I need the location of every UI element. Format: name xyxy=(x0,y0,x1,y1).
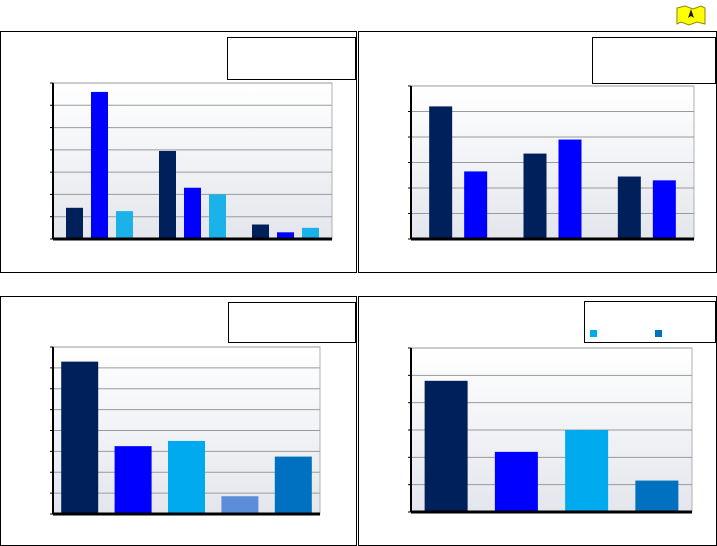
bar xyxy=(302,227,319,239)
bar xyxy=(429,106,453,240)
chart-panel-bottom-right xyxy=(358,296,717,546)
chart-legend xyxy=(228,302,356,343)
bar xyxy=(277,232,294,239)
bar xyxy=(558,139,582,239)
plot-area xyxy=(407,344,694,518)
bar xyxy=(424,380,468,512)
chart-panel-top-left xyxy=(0,31,357,273)
plot-area xyxy=(49,343,322,520)
chart-legend xyxy=(584,301,716,343)
bar xyxy=(221,496,259,514)
chart-svg xyxy=(50,82,333,241)
legend-swatch xyxy=(655,330,662,337)
bar xyxy=(565,430,609,512)
chart-legend xyxy=(592,37,716,84)
plot-area xyxy=(49,79,334,245)
chart-svg xyxy=(408,347,693,514)
bar xyxy=(159,150,176,239)
bar xyxy=(252,224,269,239)
chart-legend xyxy=(227,37,356,80)
bar xyxy=(209,194,226,239)
bar xyxy=(464,171,488,239)
bar xyxy=(168,440,205,514)
chart-svg xyxy=(50,346,321,516)
bar xyxy=(184,187,201,239)
bar xyxy=(494,451,538,512)
bar xyxy=(635,480,679,512)
legend-swatch xyxy=(590,330,597,337)
chart-panel-bottom-left xyxy=(0,296,357,546)
chart-panel-top-right xyxy=(358,31,717,273)
chart-svg xyxy=(408,85,695,241)
bar xyxy=(91,91,108,240)
logo-icon xyxy=(675,4,707,26)
map-pin-flag-icon xyxy=(676,5,706,26)
bar xyxy=(61,361,99,514)
bar xyxy=(652,180,676,239)
bar xyxy=(274,456,312,514)
bar xyxy=(116,211,133,239)
bar xyxy=(114,446,152,514)
bar xyxy=(66,207,83,239)
plot-area xyxy=(407,82,696,245)
bar xyxy=(617,176,641,239)
bar xyxy=(523,153,547,239)
